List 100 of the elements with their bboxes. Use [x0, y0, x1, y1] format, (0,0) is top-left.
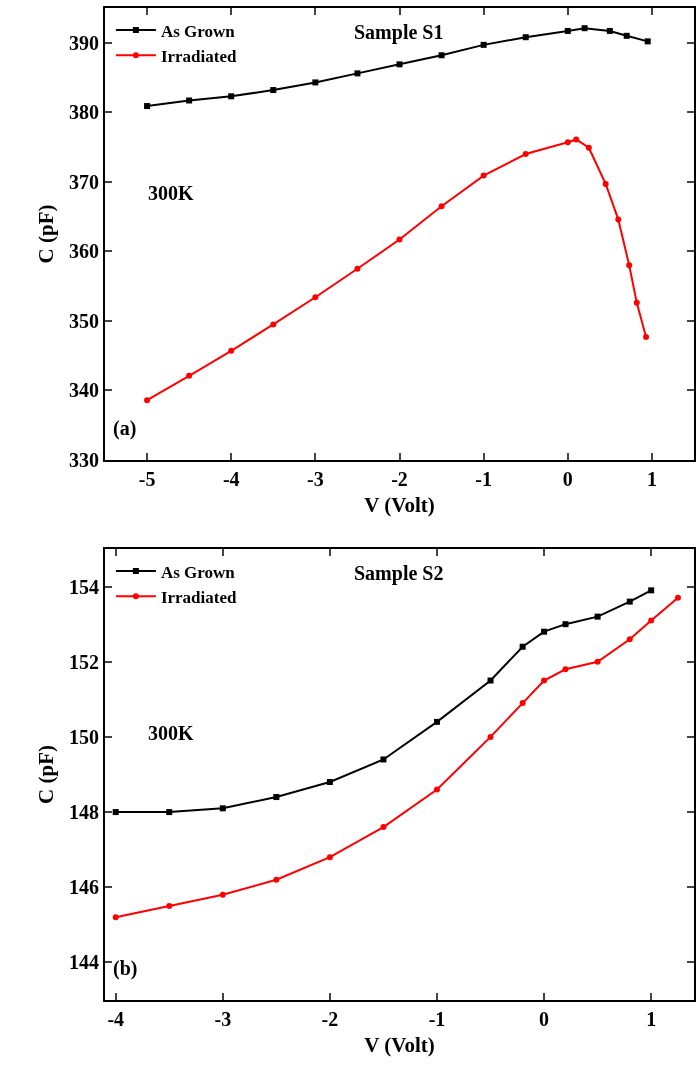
point — [564, 27, 571, 34]
point — [228, 93, 235, 100]
point — [480, 41, 487, 48]
x-tick-label: -2 — [391, 468, 408, 490]
legend-label: As Grown — [160, 562, 236, 582]
annotation: Sample S1 — [354, 21, 444, 44]
point — [312, 79, 319, 86]
point — [186, 372, 193, 379]
point — [186, 97, 193, 104]
point — [633, 299, 640, 306]
point — [573, 136, 580, 143]
point — [581, 25, 588, 32]
point — [144, 397, 151, 404]
y-tick-label: 152 — [69, 650, 99, 673]
point — [380, 824, 387, 831]
x-tick-label: -1 — [475, 468, 492, 490]
y-tick-label: 330 — [69, 449, 99, 471]
annotation: 300K — [148, 182, 194, 204]
point — [438, 203, 445, 210]
y-tick-label: 390 — [69, 31, 99, 54]
legend-label: Irradiated — [160, 587, 237, 607]
y-axis-title: C (pF) — [33, 204, 58, 264]
x-axis-title: V (Volt) — [364, 492, 435, 517]
point — [522, 34, 529, 41]
point — [433, 786, 440, 793]
point — [585, 144, 592, 151]
point — [326, 779, 333, 786]
point — [219, 805, 226, 812]
point — [219, 891, 226, 898]
y-axis-title: C (pF) — [33, 745, 58, 804]
point — [519, 700, 526, 707]
point — [522, 151, 529, 158]
point — [326, 854, 333, 861]
point — [626, 262, 633, 269]
point — [354, 70, 361, 77]
point — [270, 87, 277, 94]
point — [396, 236, 403, 243]
point — [562, 621, 569, 628]
point — [396, 61, 403, 68]
legend-label: Irradiated — [160, 46, 237, 66]
y-tick-label: 148 — [69, 801, 99, 824]
annotation: 300K — [148, 722, 194, 744]
point — [112, 809, 119, 816]
point — [644, 38, 651, 45]
x-tick-label: 0 — [539, 1008, 550, 1030]
x-axis-title: V (Volt) — [364, 1032, 435, 1057]
x-tick-label: 0 — [562, 468, 573, 490]
point — [354, 265, 361, 272]
y-tick-label: 144 — [69, 951, 99, 974]
x-tick-label: 1 — [646, 1008, 657, 1030]
x-tick-label: -4 — [222, 468, 240, 490]
x-tick-label: -3 — [307, 468, 324, 490]
point — [312, 294, 319, 301]
point — [615, 216, 622, 223]
y-tick-label: 340 — [69, 379, 99, 402]
y-tick-label: 150 — [69, 725, 99, 748]
point — [674, 594, 681, 601]
y-tick-label: 350 — [69, 309, 99, 332]
point — [594, 613, 601, 620]
point — [112, 914, 119, 921]
annotation: Sample S2 — [354, 562, 444, 585]
y-tick-label: 370 — [69, 170, 99, 193]
point — [480, 172, 487, 179]
point — [166, 903, 173, 910]
annotation: (a) — [113, 417, 137, 440]
point — [602, 180, 609, 187]
point — [273, 794, 280, 801]
point — [623, 32, 630, 39]
legend-label: As Grown — [160, 21, 236, 41]
point — [433, 718, 440, 725]
point — [487, 733, 494, 740]
x-tick-label: -4 — [107, 1008, 125, 1030]
point — [270, 321, 277, 328]
y-tick-label: 154 — [69, 575, 99, 598]
point — [438, 52, 445, 59]
point — [519, 643, 526, 650]
point — [594, 658, 601, 665]
y-tick-label: 360 — [69, 240, 99, 263]
point — [273, 876, 280, 883]
point — [380, 756, 387, 763]
point — [626, 598, 633, 605]
point — [562, 666, 569, 673]
point — [626, 636, 633, 643]
point — [648, 587, 655, 594]
point — [487, 677, 494, 684]
point — [648, 617, 655, 624]
x-tick-label: -2 — [321, 1008, 339, 1030]
x-tick-label: -3 — [214, 1008, 232, 1030]
x-tick-label: 1 — [646, 468, 657, 490]
point — [643, 333, 650, 340]
point — [228, 347, 235, 354]
x-tick-label: -1 — [428, 1008, 446, 1030]
x-tick-label: -5 — [138, 468, 156, 490]
y-tick-label: 146 — [69, 876, 99, 899]
point — [166, 809, 173, 816]
point — [606, 27, 613, 34]
point — [541, 677, 548, 684]
point — [144, 103, 151, 110]
annotation: (b) — [113, 957, 138, 980]
y-tick-label: 380 — [69, 101, 99, 124]
